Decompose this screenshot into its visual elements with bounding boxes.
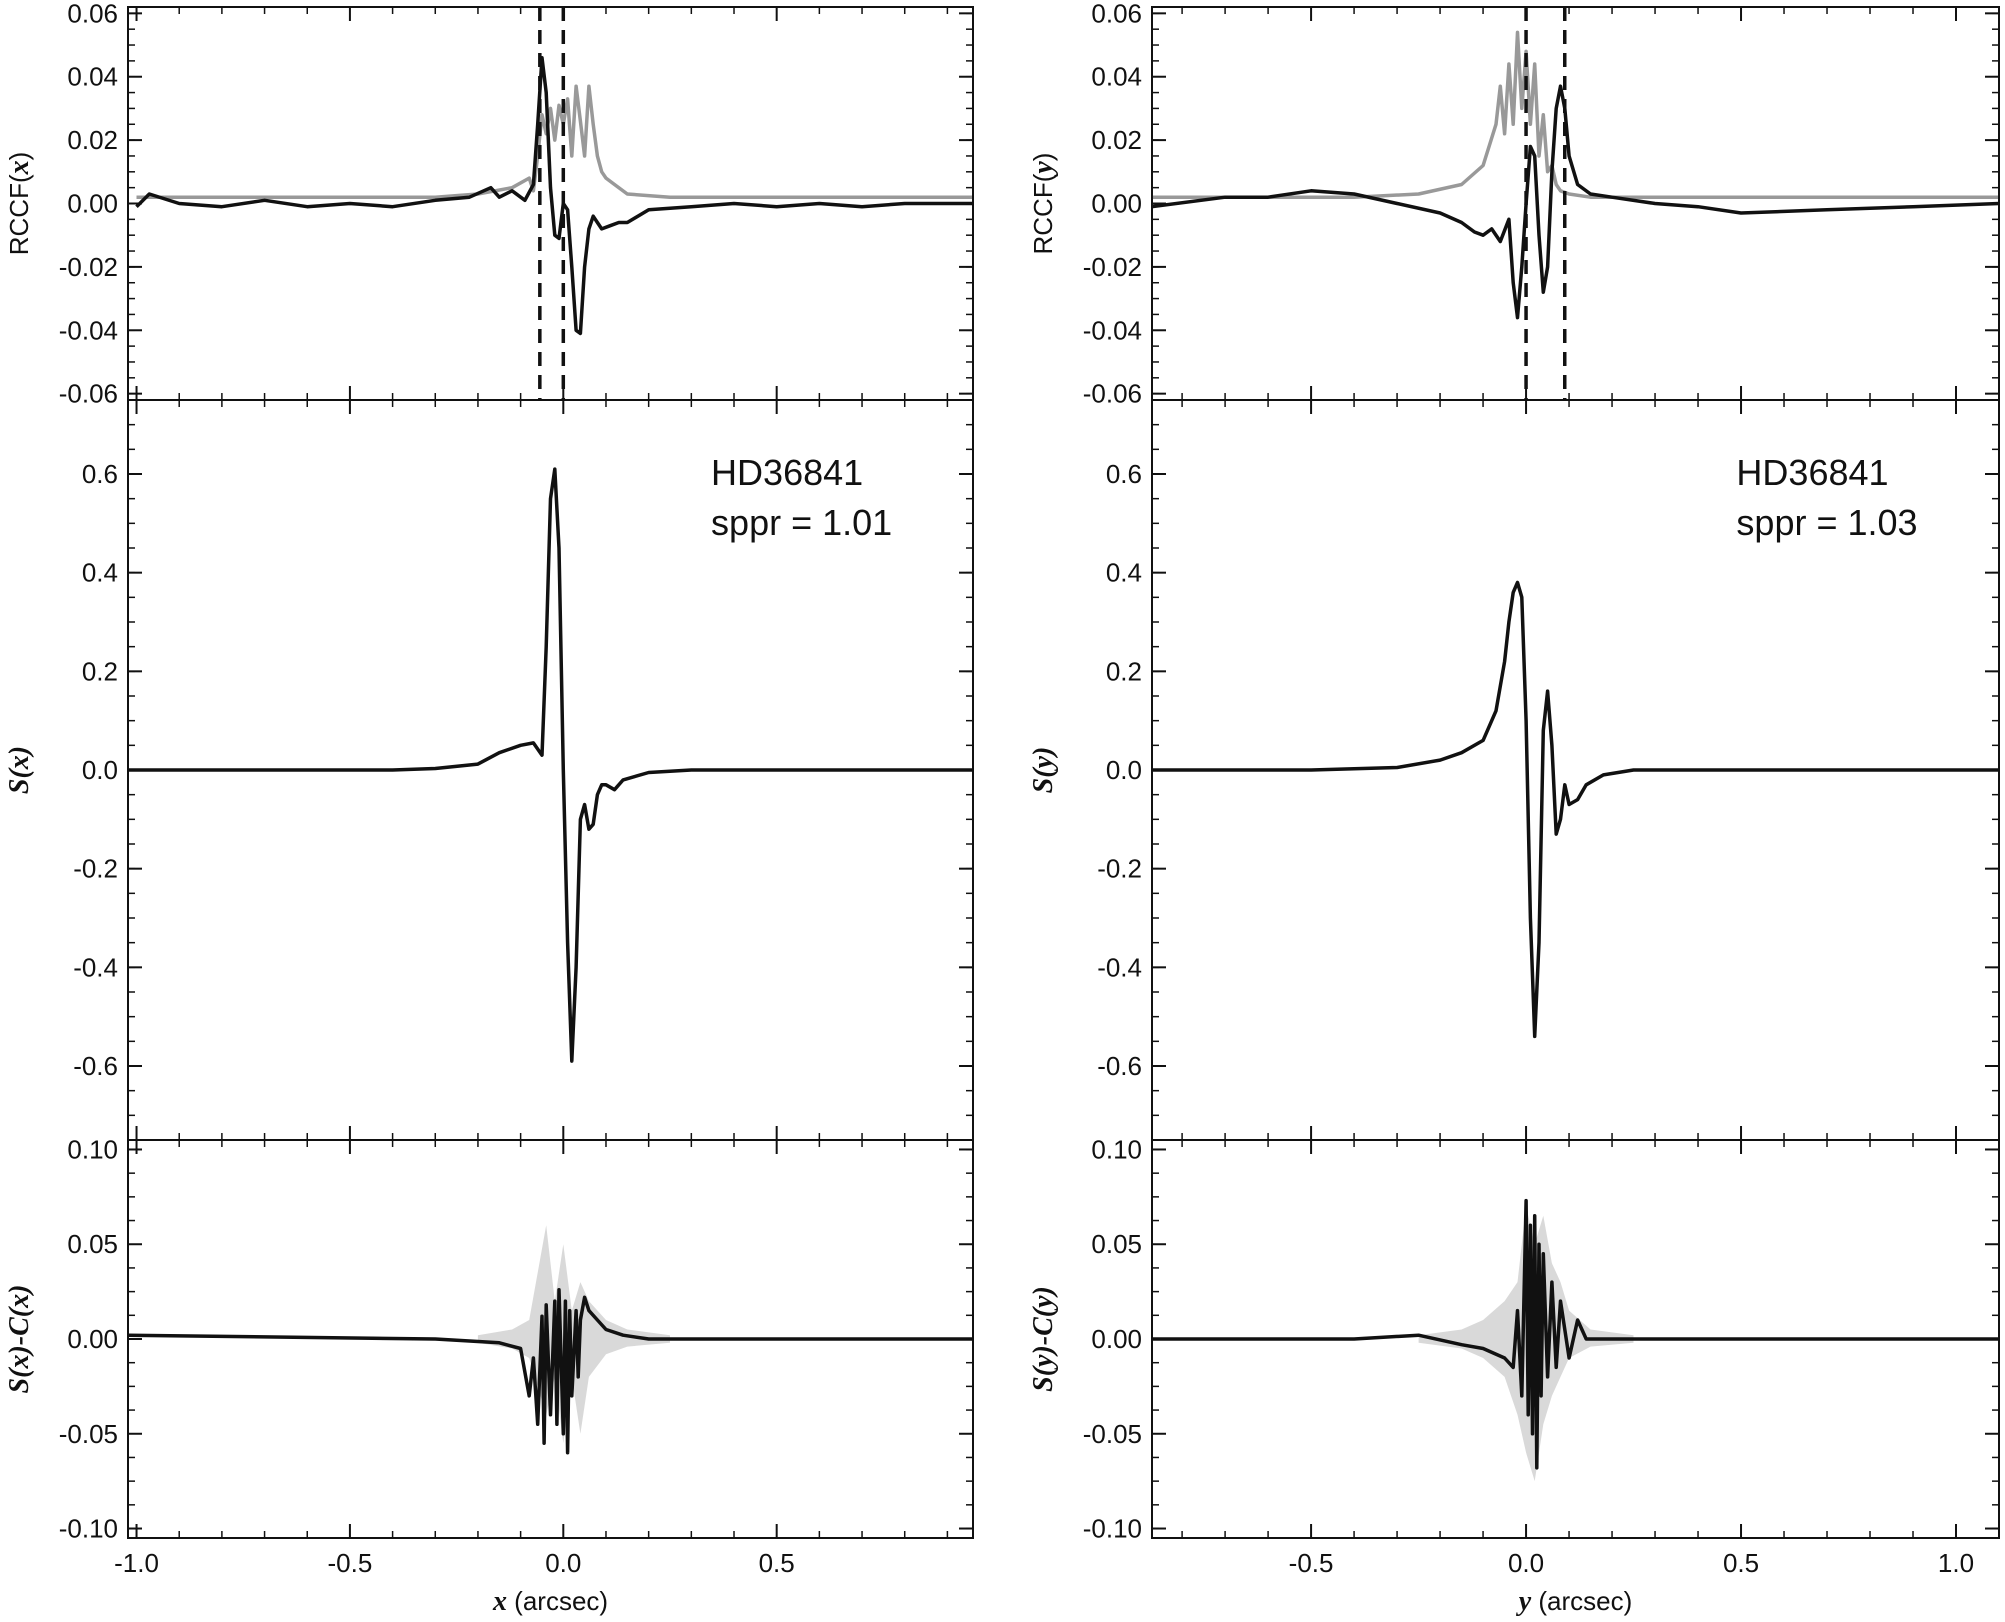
y-tick-label: 0.6 <box>82 459 118 489</box>
y-tick-label: 0.05 <box>67 1229 118 1259</box>
y-tick-label: 0.4 <box>1106 558 1142 588</box>
y-tick-label: 0.06 <box>1091 0 1142 28</box>
y-tick-label: -0.6 <box>1097 1051 1142 1081</box>
sy-panel: 0.6 0.4 0.2 0.0 -0.2 -0.4 -0.6 S(y) HD36841 sppr … <box>1028 399 2000 1141</box>
series-line-0 <box>136 84 973 199</box>
y-axis-title: RCCF(y) <box>1028 153 1059 255</box>
y-axis-title: S(y) <box>1028 747 1059 794</box>
y-tick-label: 0.04 <box>67 62 118 92</box>
y-tick-label: 0.10 <box>67 1134 118 1164</box>
annotation-line: sppr = 1.01 <box>711 502 892 543</box>
y-tick-label: -0.10 <box>1083 1514 1142 1544</box>
y-tick-label: -0.4 <box>1097 952 1142 982</box>
rccf-x-panel: 0.06 0.04 0.02 0.00 -0.02 -0.04 -0.06 RCCF(x) <box>4 0 974 409</box>
y-tick-label: 0.02 <box>67 125 118 155</box>
sy-minus-cy-panel: 0.10 0.05 0.00 -0.05 -0.10 -0.5 0.0 0.5 1.0 y (ar… <box>1028 1134 2000 1617</box>
y-tick-label: 0.0 <box>82 755 118 785</box>
x-tick-label: 0.0 <box>545 1548 581 1578</box>
series-line-0 <box>1152 580 1999 1039</box>
y-tick-label: -0.04 <box>59 315 118 345</box>
sx-minus-cx-panel: 0.10 0.05 0.00 -0.05 -0.10 -1.0 -0.5 0.0 0.5 x (a… <box>4 1134 974 1617</box>
y-axis-title: RCCF(x) <box>4 152 35 256</box>
x-axis-title-unit: (arcsec) <box>1531 1586 1632 1616</box>
y-axis-title-part: x <box>4 160 35 175</box>
annotation-line: HD36841 <box>711 452 863 493</box>
x-axis-title-var: x <box>492 1586 507 1617</box>
x-axis-title-unit: (arcsec) <box>507 1586 608 1616</box>
y-tick-label: -0.05 <box>59 1419 118 1449</box>
annotation-line: sppr = 1.03 <box>1736 502 1917 543</box>
series-line-0 <box>1152 30 1999 199</box>
plot-frame <box>1151 6 2000 401</box>
y-axis-title-part: ) <box>4 152 34 161</box>
y-tick-label: -0.6 <box>73 1051 118 1081</box>
x-tick-label: -0.5 <box>328 1548 373 1578</box>
y-tick-label: -0.06 <box>59 379 118 409</box>
y-axis-title-part: ) <box>1028 153 1058 162</box>
x-tick-label: -0.5 <box>1289 1548 1334 1578</box>
y-tick-label: -0.4 <box>73 952 118 982</box>
y-axis-title-part: RCCF( <box>1028 173 1058 254</box>
series-line-1 <box>1152 84 1999 320</box>
y-axis-title: S(x)-C(x) <box>4 1285 35 1394</box>
y-tick-label: 0.2 <box>1106 656 1142 686</box>
x-tick-label: 0.5 <box>1723 1548 1759 1578</box>
y-tick-label: 0.00 <box>67 1324 118 1354</box>
y-tick-label: 0.04 <box>1091 62 1142 92</box>
x-tick-label: 0.5 <box>759 1548 795 1578</box>
annotation-line: HD36841 <box>1736 452 1888 493</box>
x-axis-title: y (arcsec) <box>1516 1586 1633 1617</box>
y-tick-label: 0.10 <box>1091 1134 1142 1164</box>
y-tick-label: 0.0 <box>1106 755 1142 785</box>
y-tick-label: -0.10 <box>59 1514 118 1544</box>
x-axis-title: x (arcsec) <box>492 1586 608 1617</box>
series-line-0 <box>1152 1198 1999 1470</box>
series-line-1 <box>135 55 973 336</box>
y-axis-title-part: RCCF( <box>4 174 34 255</box>
y-tick-label: 0.00 <box>67 189 118 219</box>
y-axis-title: S(y)-C(y) <box>1028 1286 1059 1392</box>
y-tick-label: -0.05 <box>1083 1419 1142 1449</box>
series-line-0 <box>128 467 973 1063</box>
y-tick-label: 0.6 <box>1106 459 1142 489</box>
sx-panel: 0.6 0.4 0.2 0.0 -0.2 -0.4 -0.6 S(x) HD36841 sppr … <box>4 399 974 1141</box>
y-tick-label: 0.00 <box>1091 189 1142 219</box>
y-tick-label: -0.02 <box>1083 252 1142 282</box>
y-tick-label: 0.05 <box>1091 1229 1142 1259</box>
y-tick-label: -0.2 <box>1097 854 1142 884</box>
y-tick-label: -0.02 <box>59 252 118 282</box>
y-tick-label: -0.2 <box>73 854 118 884</box>
y-tick-label: 0.00 <box>1091 1324 1142 1354</box>
x-axis-title-var: y <box>1516 1586 1532 1617</box>
y-tick-label: 0.02 <box>1091 125 1142 155</box>
rccf-y-panel: 0.06 0.04 0.02 0.00 -0.02 -0.04 -0.06 RCCF(y) <box>1028 0 2000 409</box>
y-tick-label: 0.4 <box>82 558 118 588</box>
y-tick-label: -0.06 <box>1083 379 1142 409</box>
y-axis-title-part: y <box>1028 161 1059 177</box>
series-line-0 <box>128 1287 973 1455</box>
y-tick-label: 0.2 <box>82 656 118 686</box>
x-tick-label: 0.0 <box>1508 1548 1544 1578</box>
y-axis-title: S(x) <box>4 746 35 794</box>
y-tick-label: 0.06 <box>67 0 118 28</box>
x-tick-label: -1.0 <box>114 1548 159 1578</box>
y-tick-label: -0.04 <box>1083 315 1142 345</box>
x-tick-label: 1.0 <box>1938 1548 1974 1578</box>
